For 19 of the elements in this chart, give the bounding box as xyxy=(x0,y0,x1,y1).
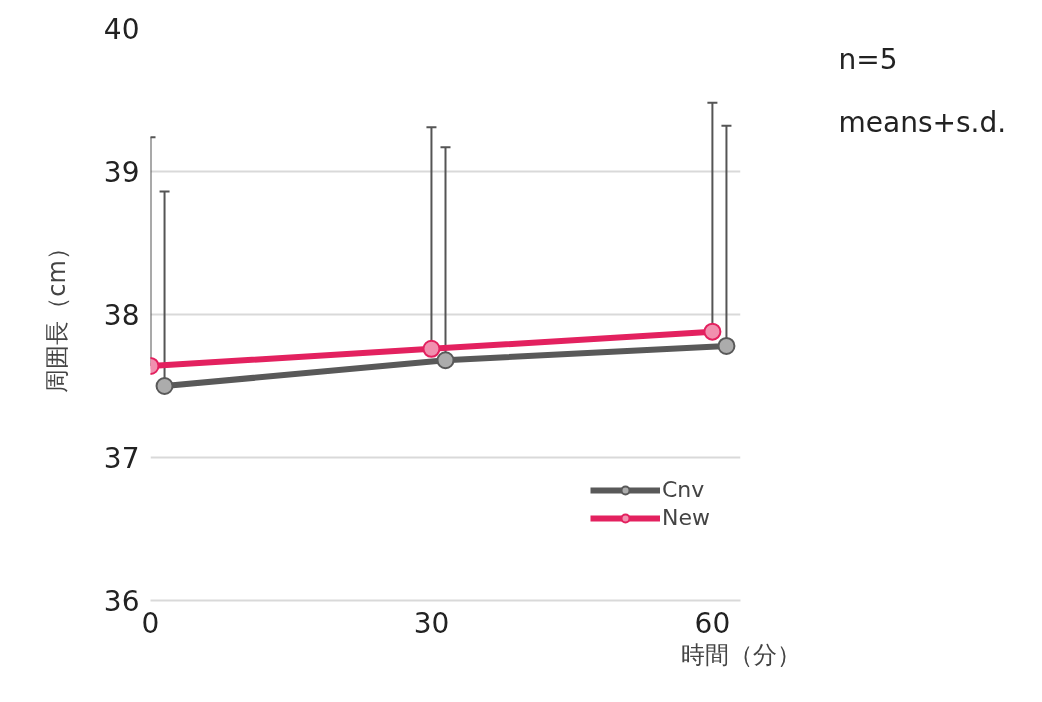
x-tick-label: 30 xyxy=(413,606,450,640)
y-tick-label: 36 xyxy=(103,585,140,618)
legend-label: New xyxy=(662,505,710,530)
text: n=5 xyxy=(838,42,898,76)
point xyxy=(422,339,441,358)
point xyxy=(703,322,722,341)
y-tick-label: 38 xyxy=(103,299,140,332)
point xyxy=(436,351,455,370)
point xyxy=(155,377,174,395)
point xyxy=(717,336,736,355)
x-tick-label: 60 xyxy=(694,606,731,640)
x-tick-label: 0 xyxy=(141,606,160,640)
y-axis-title: 周囲長（cm） xyxy=(42,236,71,393)
legend-label: Cnv xyxy=(662,477,705,502)
y-tick-label: 39 xyxy=(103,156,140,189)
y-tick-label: 37 xyxy=(103,442,140,475)
x-axis-title: 時間（分） xyxy=(680,640,801,669)
y-tick-label: 40 xyxy=(103,13,140,46)
text: means+s.d. xyxy=(838,105,1007,139)
